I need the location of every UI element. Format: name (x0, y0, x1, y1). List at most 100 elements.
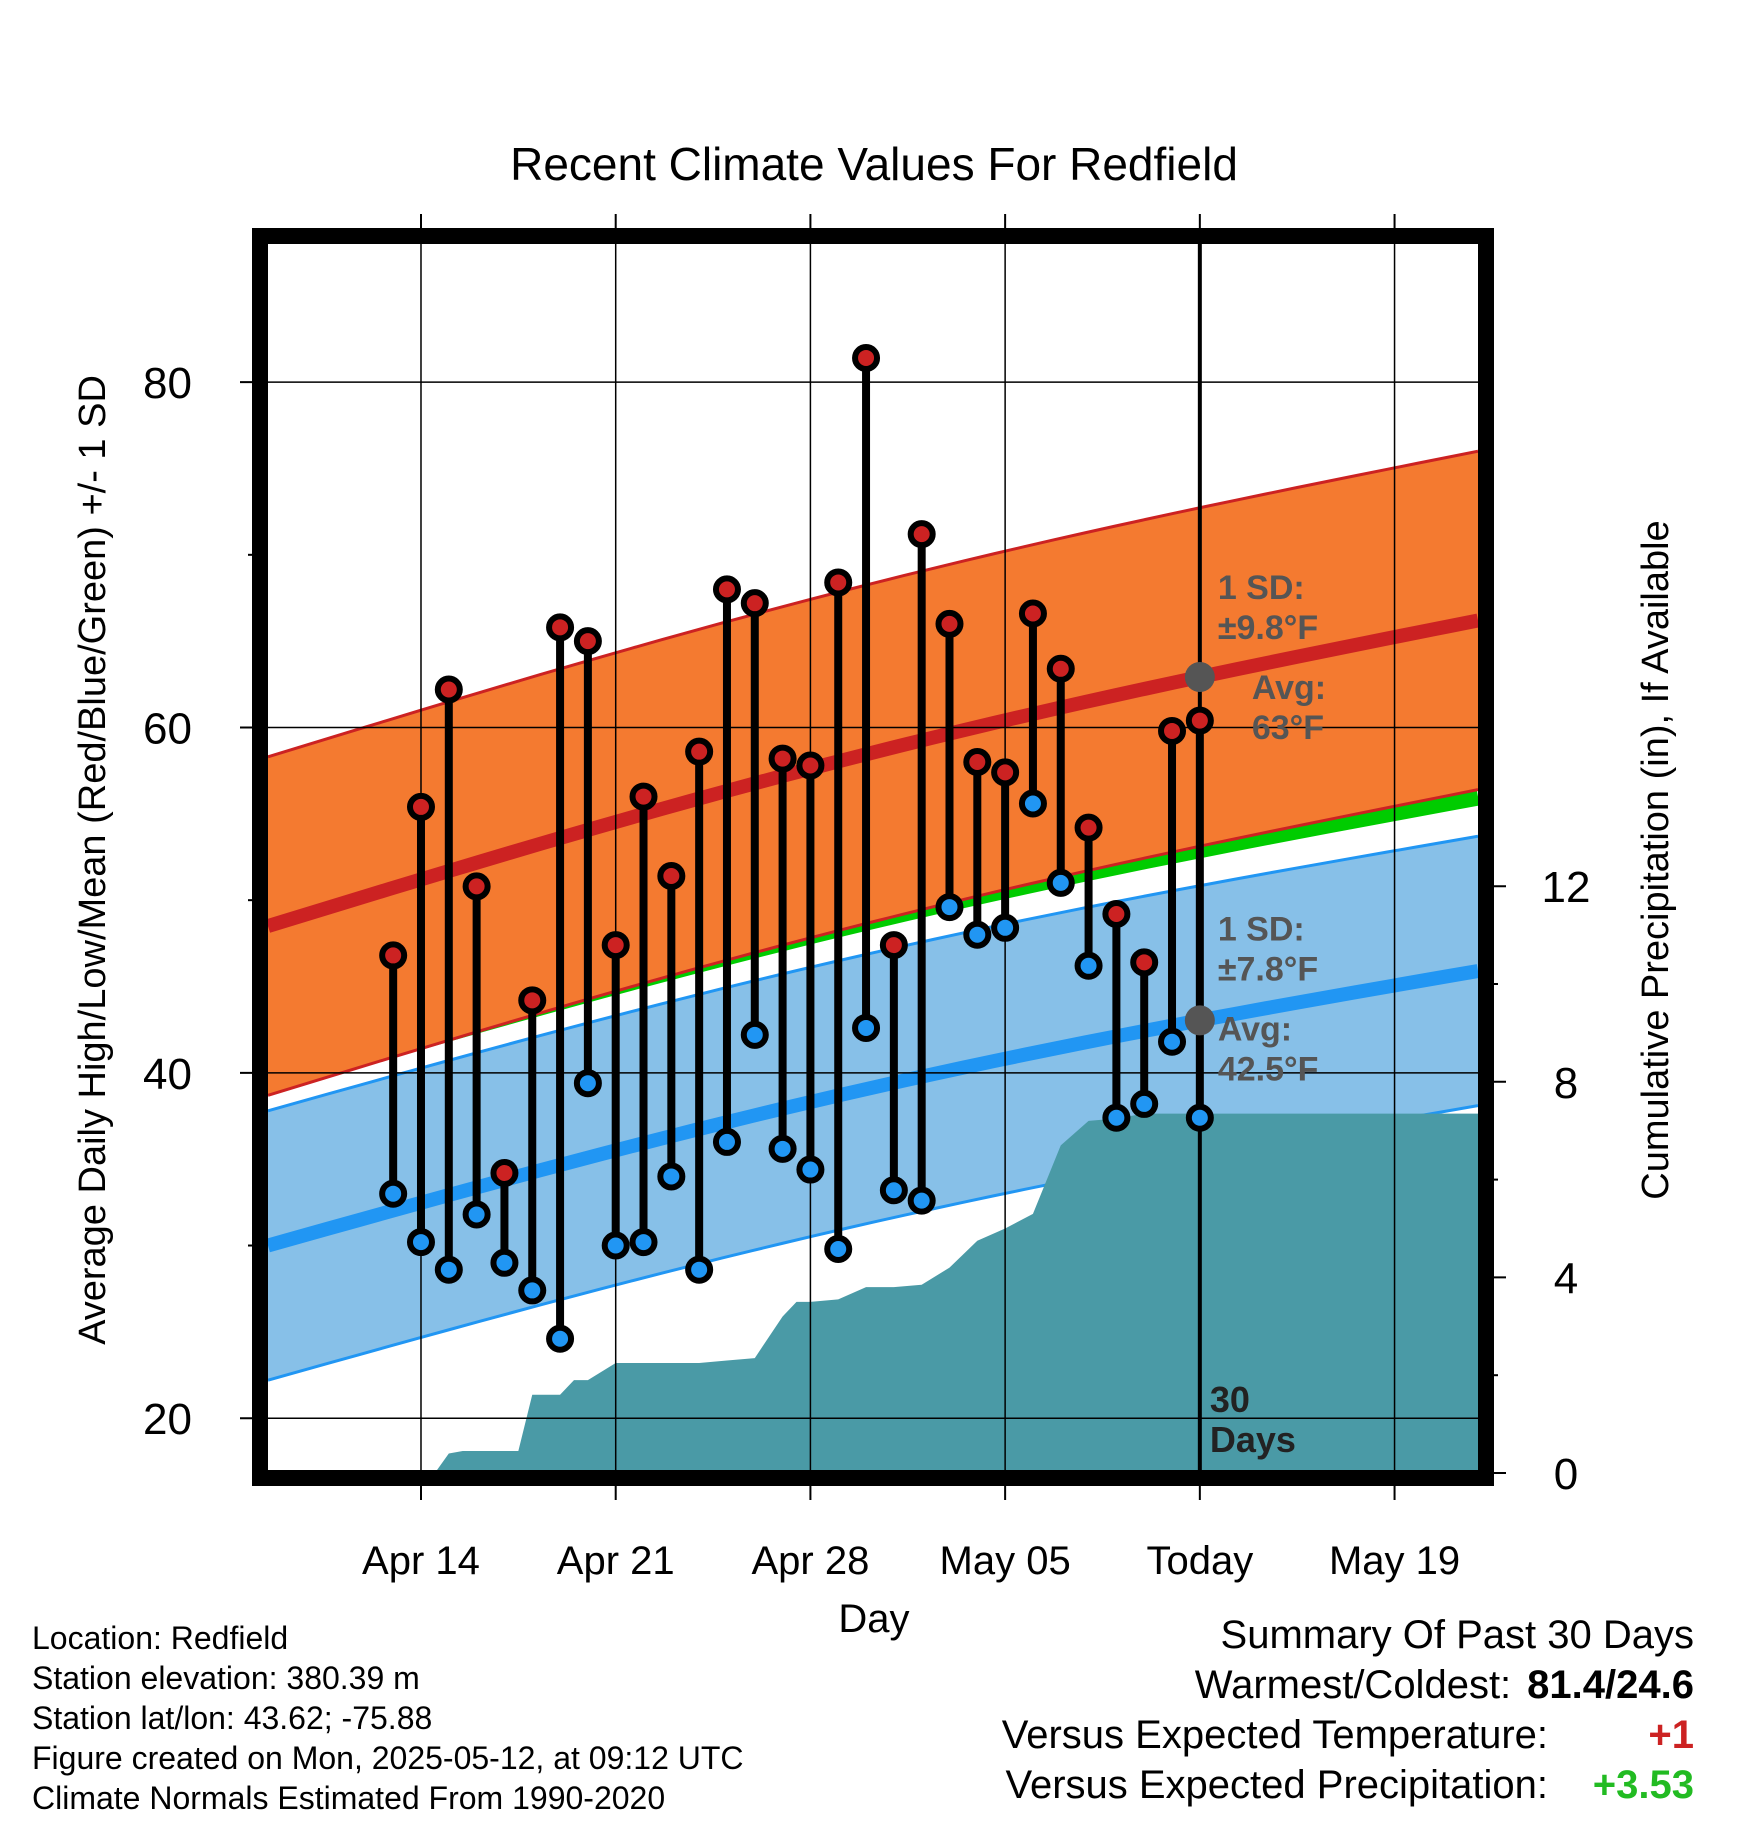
obs-high-point (1185, 706, 1214, 735)
obs-low-point (657, 1162, 686, 1191)
summary-warm-cold: Warmest/Coldest: 81.4/24.6 (1002, 1660, 1694, 1710)
obs-low-point (1102, 1103, 1131, 1132)
obs-low-point (1158, 1027, 1187, 1056)
obs-low-point (406, 1228, 435, 1257)
info-created: Figure created on Mon, 2025-05-12, at 09… (32, 1740, 744, 1776)
obs-low-point (963, 920, 992, 949)
low-avg-label: Avg: (1218, 1010, 1292, 1048)
obs-low-point (629, 1228, 658, 1257)
x-tick-label: May 19 (1329, 1539, 1460, 1583)
obs-high-point (1130, 948, 1159, 977)
x-tick-label: Apr 21 (557, 1539, 675, 1583)
y2-tick-label: 12 (1542, 863, 1591, 912)
y2-axis-label: Cumulative Precipitation (in), If Availa… (1635, 520, 1677, 1199)
obs-high-point (490, 1158, 519, 1187)
precip-label: Versus Expected Precipitation: (1005, 1763, 1548, 1807)
obs-high-point (406, 792, 435, 821)
plot-frame (252, 228, 1494, 1486)
obs-low-point (796, 1155, 825, 1184)
obs-high-point (546, 613, 575, 642)
obs-high-point (1074, 813, 1103, 842)
x-tick-label: Apr 14 (362, 1539, 480, 1583)
obs-high-point (907, 520, 936, 549)
obs-low-point (518, 1276, 547, 1305)
obs-high-point (963, 748, 992, 777)
low-sd-value: ±7.8°F (1218, 950, 1318, 988)
obs-low-point (879, 1176, 908, 1205)
obs-low-point (907, 1186, 936, 1215)
obs-high-point (935, 609, 964, 638)
x-tick-label: Apr 28 (751, 1539, 869, 1583)
obs-low-point (768, 1134, 797, 1163)
obs-high-point (852, 343, 881, 372)
obs-high-point (879, 931, 908, 960)
obs-low-point (601, 1231, 630, 1260)
days-label-text: Days (1210, 1419, 1296, 1460)
temp-label: Versus Expected Temperature: (1001, 1713, 1548, 1757)
days-label-number: 30 (1210, 1379, 1250, 1420)
obs-high-point (434, 675, 463, 704)
low-mean-line (268, 964, 1478, 1253)
obs-high-point (1158, 716, 1187, 745)
obs-low-point (991, 913, 1020, 942)
y-tick-label: 80 (143, 359, 192, 408)
summary-title: Summary Of Past 30 Days (1220, 1613, 1694, 1657)
obs-low-point (1074, 951, 1103, 980)
obs-high-point (657, 861, 686, 890)
obs-high-point (629, 782, 658, 811)
info-location: Location: Redfield (32, 1620, 289, 1656)
y-tick-label: 60 (143, 704, 192, 753)
obs-low-point (573, 1069, 602, 1098)
info-latlon: Station lat/lon: 43.62; -75.88 (32, 1700, 433, 1736)
y2-tick-label: 8 (1554, 1059, 1578, 1108)
station-info: Location: Redfield Station elevation: 38… (32, 1618, 744, 1818)
x-tick-label: Today (1146, 1539, 1253, 1583)
obs-low-point (462, 1200, 491, 1229)
obs-high-point (740, 589, 769, 618)
obs-high-point (379, 941, 408, 970)
obs-low-point (685, 1255, 714, 1284)
low-sd-label: 1 SD: (1218, 910, 1305, 948)
precip-value: +3.53 (1592, 1763, 1694, 1807)
low-avg-marker (1184, 1005, 1215, 1036)
low-avg-value: 42.5°F (1218, 1050, 1319, 1088)
obs-low-point (712, 1127, 741, 1156)
summary-precip: Versus Expected Precipitation: +3.53 (1002, 1760, 1694, 1810)
warm-cold-label: Warmest/Coldest: (1194, 1663, 1512, 1707)
obs-low-point (935, 893, 964, 922)
obs-high-point (824, 568, 853, 597)
obs-high-point (991, 758, 1020, 787)
obs-high-point (601, 931, 630, 960)
info-elevation: Station elevation: 380.39 m (32, 1660, 420, 1696)
obs-low-point (852, 1013, 881, 1042)
warm-cold-value: 81.4/24.6 (1527, 1663, 1694, 1707)
obs-low-point (379, 1179, 408, 1208)
y-tick-label: 20 (143, 1395, 192, 1444)
obs-low-point (740, 1020, 769, 1049)
y2-tick-label: 4 (1554, 1254, 1578, 1303)
temp-value: +1 (1648, 1713, 1694, 1757)
obs-low-point (1185, 1103, 1214, 1132)
high-mean-line (268, 613, 1478, 933)
high-sd-label: 1 SD: (1218, 569, 1305, 607)
obs-high-point (1018, 599, 1047, 628)
y-axis-label: Average Daily High/Low/Mean (Red/Blue/Gr… (72, 375, 114, 1345)
obs-low-point (434, 1255, 463, 1284)
high-avg-label: Avg: (1252, 669, 1326, 707)
high-band-lower-edge (268, 788, 1478, 1097)
high-band-upper-edge (268, 449, 1478, 759)
obs-low-point (1130, 1089, 1159, 1118)
obs-low-point (546, 1324, 575, 1353)
x-axis-label: Day (838, 1597, 909, 1641)
obs-low-point (1046, 868, 1075, 897)
summary-temp: Versus Expected Temperature: +1 (1002, 1710, 1694, 1760)
obs-low-point (490, 1248, 519, 1277)
obs-high-point (573, 627, 602, 656)
obs-high-point (518, 986, 547, 1015)
obs-high-point (768, 744, 797, 773)
obs-high-point (712, 575, 741, 604)
y2-tick-label: 0 (1554, 1450, 1578, 1499)
